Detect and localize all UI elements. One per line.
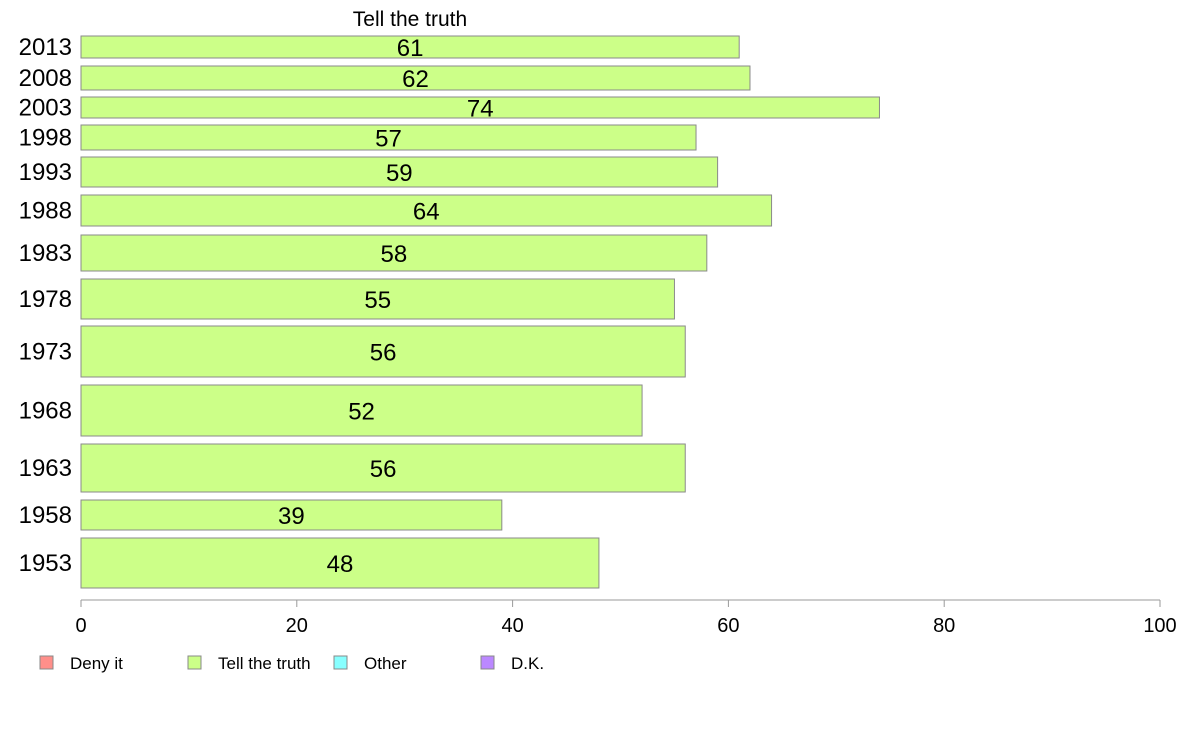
bar <box>80 384 643 437</box>
bars-group: 2013 61 2008 62 2003 74 1998 57 1993 59 1988 64 1983… <box>19 34 880 589</box>
legend-label: Other <box>364 654 407 673</box>
bar <box>80 156 719 188</box>
x-tick-label: 40 <box>501 615 523 637</box>
category-label: 1963 <box>19 455 72 482</box>
legend-swatch <box>187 655 202 670</box>
data-label: 55 <box>364 287 391 314</box>
data-label: 48 <box>327 551 354 578</box>
legend: Deny it Tell the truth Other D.K. <box>39 654 544 673</box>
legend-swatch <box>39 655 54 670</box>
bar <box>80 96 880 119</box>
x-tick-label: 20 <box>286 615 308 637</box>
data-label: 61 <box>397 35 424 62</box>
bar <box>80 443 686 493</box>
bar <box>80 278 675 320</box>
legend-swatch <box>480 655 495 670</box>
x-tick-label: 0 <box>75 615 86 637</box>
bar <box>80 194 773 227</box>
x-tick-label: 60 <box>717 615 739 637</box>
data-label: 52 <box>348 399 375 426</box>
category-label: 1973 <box>19 339 72 366</box>
x-axis: 0 20 40 60 80 100 <box>75 599 1177 637</box>
category-label: 1958 <box>19 502 72 529</box>
category-label: 2008 <box>19 65 72 92</box>
x-tick-label: 100 <box>1143 615 1176 637</box>
category-label: 1993 <box>19 159 72 186</box>
bar <box>80 234 708 272</box>
legend-swatch <box>333 655 348 670</box>
bar <box>80 325 686 378</box>
legend-label: D.K. <box>511 654 544 673</box>
category-label: 2003 <box>19 95 72 122</box>
category-label: 1988 <box>19 198 72 225</box>
data-label: 56 <box>370 456 397 483</box>
category-label: 1978 <box>19 286 72 313</box>
chart-title: Tell the truth <box>353 8 467 31</box>
data-label: 64 <box>413 199 440 226</box>
category-label: 1953 <box>19 550 72 577</box>
category-label: 2013 <box>19 34 72 61</box>
category-label: 1998 <box>19 125 72 152</box>
data-label: 59 <box>386 160 413 187</box>
bar <box>80 65 751 91</box>
bar <box>80 124 697 151</box>
bar <box>80 499 503 531</box>
legend-label: Deny it <box>70 654 123 673</box>
data-label: 62 <box>402 66 429 93</box>
category-label: 1968 <box>19 398 72 425</box>
data-label: 58 <box>381 241 408 268</box>
bar <box>80 35 740 59</box>
data-label: 57 <box>375 126 402 153</box>
legend-label: Tell the truth <box>218 654 311 673</box>
x-tick-label: 80 <box>933 615 955 637</box>
data-label: 56 <box>370 340 397 367</box>
bar <box>80 537 600 589</box>
data-label: 74 <box>467 96 494 123</box>
data-label: 39 <box>278 503 305 530</box>
category-label: 1983 <box>19 240 72 267</box>
